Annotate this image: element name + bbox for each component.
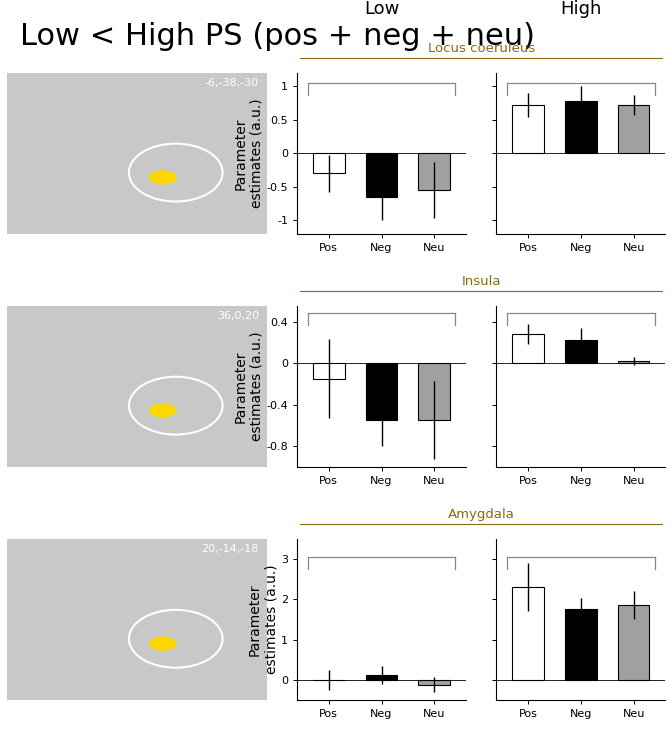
Bar <box>419 363 450 420</box>
Bar <box>618 605 649 679</box>
Bar <box>366 675 397 679</box>
Bar <box>618 361 649 363</box>
Bar <box>565 340 597 363</box>
Bar <box>313 363 345 378</box>
Bar <box>419 679 450 685</box>
Y-axis label: Parameter
estimates (a.u.): Parameter estimates (a.u.) <box>233 98 263 208</box>
Bar <box>512 334 544 363</box>
Bar <box>565 101 597 153</box>
Y-axis label: Parameter
estimates (a.u.): Parameter estimates (a.u.) <box>233 332 263 441</box>
Text: -6,-38,-30: -6,-38,-30 <box>205 78 259 87</box>
Ellipse shape <box>150 637 176 650</box>
Bar <box>366 363 397 420</box>
Bar <box>313 153 345 174</box>
Bar <box>366 153 397 197</box>
Text: Amygdala: Amygdala <box>448 508 515 521</box>
Text: Low < High PS (pos + neg + neu): Low < High PS (pos + neg + neu) <box>20 22 535 51</box>
Bar <box>618 105 649 153</box>
Text: Insula: Insula <box>462 275 501 288</box>
Bar <box>512 105 544 153</box>
Text: Locus coeruleus: Locus coeruleus <box>427 42 535 55</box>
Text: 36,0,20: 36,0,20 <box>217 311 259 321</box>
Y-axis label: Parameter
estimates (a.u.): Parameter estimates (a.u.) <box>248 565 278 674</box>
Bar <box>565 609 597 679</box>
Ellipse shape <box>150 404 176 417</box>
Text: High: High <box>560 0 601 18</box>
Text: 20,-14,-18: 20,-14,-18 <box>202 544 259 554</box>
Bar <box>512 588 544 679</box>
Bar <box>419 153 450 190</box>
Text: Low: Low <box>364 0 399 18</box>
Ellipse shape <box>150 171 176 184</box>
